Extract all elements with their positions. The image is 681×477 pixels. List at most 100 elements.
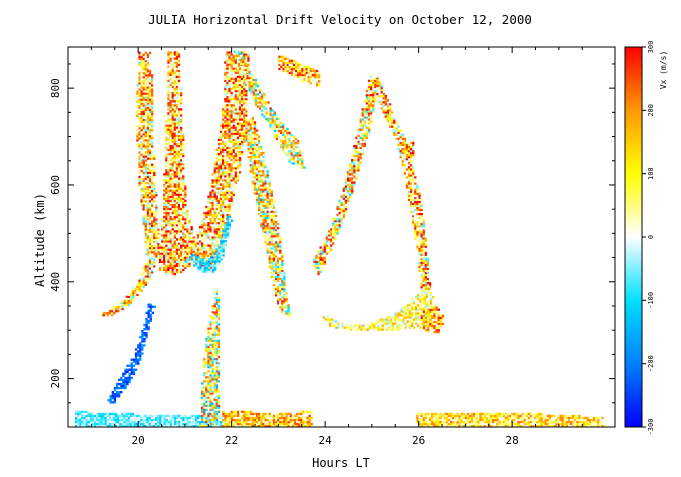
data-cell <box>258 157 261 161</box>
data-cell <box>422 231 425 234</box>
data-cell <box>148 177 152 181</box>
data-cell <box>296 158 300 161</box>
data-cell <box>142 196 145 199</box>
data-cell <box>336 230 339 233</box>
data-cell <box>177 161 181 164</box>
data-cell <box>393 121 396 124</box>
data-cell <box>171 242 174 245</box>
data-cell <box>258 204 261 207</box>
data-cell <box>217 140 221 143</box>
data-cell <box>270 210 273 213</box>
data-cell <box>338 211 341 215</box>
data-cell <box>316 84 319 87</box>
data-cell <box>420 241 423 244</box>
data-cell <box>419 324 422 327</box>
data-cell <box>228 59 231 62</box>
data-cell <box>268 255 271 258</box>
data-cell <box>406 310 409 313</box>
data-cell <box>353 148 356 152</box>
data-cell <box>344 189 348 192</box>
data-cell <box>165 154 168 158</box>
data-cell <box>270 224 273 228</box>
data-cell <box>138 57 141 61</box>
data-cell <box>236 130 240 133</box>
data-cell <box>222 150 225 154</box>
data-cell <box>370 112 373 115</box>
data-cell <box>182 254 185 257</box>
data-cell <box>180 209 183 213</box>
data-cell <box>271 111 274 114</box>
data-cell <box>232 159 235 162</box>
data-cell <box>361 134 364 137</box>
data-cell <box>171 98 174 101</box>
data-cell <box>277 222 280 226</box>
data-cell <box>357 169 360 172</box>
data-cell <box>219 134 223 137</box>
data-cell <box>241 85 244 89</box>
data-cell <box>219 171 223 174</box>
data-cell <box>387 320 391 323</box>
data-cell <box>224 227 227 231</box>
data-cell <box>288 139 291 143</box>
data-cell <box>140 118 143 122</box>
data-cell <box>254 95 258 98</box>
data-cell <box>387 316 391 319</box>
data-cell <box>222 183 225 186</box>
data-cell <box>211 203 214 206</box>
data-cell <box>254 81 258 84</box>
data-cell <box>241 112 244 115</box>
data-cell <box>167 252 170 255</box>
data-cell <box>228 77 231 80</box>
data-cell <box>228 85 231 89</box>
data-cell <box>138 61 141 65</box>
data-cell <box>171 232 174 235</box>
data-cell <box>237 58 241 61</box>
data-cell <box>180 100 183 103</box>
data-cell <box>175 100 179 103</box>
data-cell <box>251 178 254 181</box>
data-cell <box>142 59 145 63</box>
data-cell <box>171 79 174 82</box>
data-cell <box>173 98 176 101</box>
data-cell <box>226 142 229 146</box>
data-cell <box>177 154 181 158</box>
data-cell <box>365 89 369 93</box>
data-cell <box>175 264 179 267</box>
data-cell <box>165 234 168 237</box>
data-cell <box>138 100 141 103</box>
data-cell <box>243 120 246 123</box>
data-cell <box>142 98 145 101</box>
data-cell <box>144 169 147 172</box>
data-cell <box>292 148 295 151</box>
data-cell <box>427 320 431 323</box>
data-cell <box>148 145 152 148</box>
data-cell <box>146 249 150 252</box>
data-cell <box>295 75 298 79</box>
data-cell <box>261 107 264 110</box>
data-cell <box>153 234 156 237</box>
data-cell <box>420 245 423 248</box>
data-cell <box>414 188 417 191</box>
data-cell <box>418 265 421 269</box>
data-cell <box>268 204 271 207</box>
data-cell <box>270 271 273 274</box>
data-cell <box>171 161 174 164</box>
data-cell <box>217 138 221 141</box>
data-cell <box>226 77 229 80</box>
data-cell <box>222 235 225 239</box>
data-cell <box>303 71 306 75</box>
data-cell <box>146 196 150 199</box>
data-cell <box>418 249 421 252</box>
data-cell <box>424 284 427 287</box>
data-cell <box>146 183 150 187</box>
data-cell <box>219 209 223 213</box>
data-cell <box>226 65 229 68</box>
data-cell <box>416 190 419 193</box>
data-cell <box>241 108 244 111</box>
data-cell <box>215 199 218 202</box>
data-cell <box>155 240 158 244</box>
data-cell <box>155 255 158 258</box>
data-cell <box>230 114 233 117</box>
data-cell <box>230 185 233 188</box>
data-cell <box>232 124 235 127</box>
